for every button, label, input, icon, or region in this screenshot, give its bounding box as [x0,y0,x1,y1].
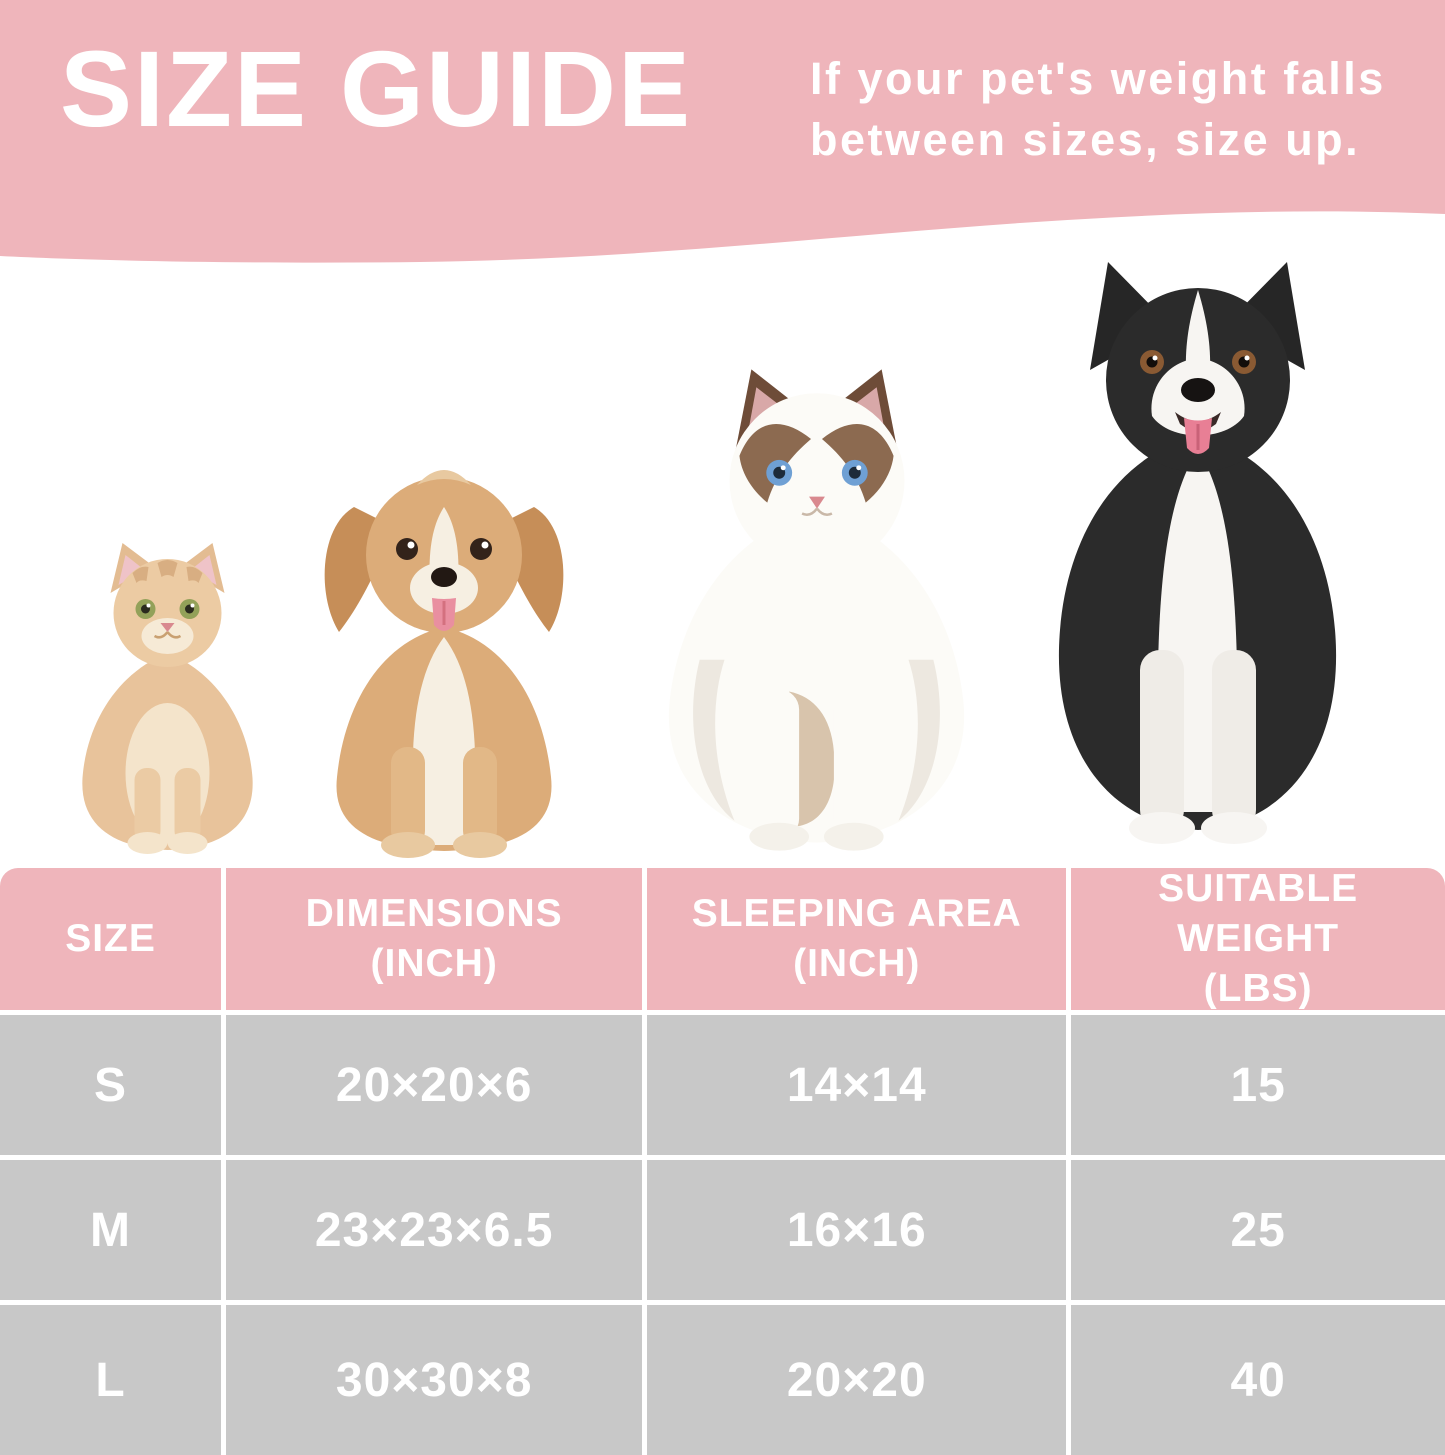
table-row-l-dimensions: 30×30×8 [226,1305,643,1455]
column-header-sleeping-area-title: SLEEPING AREA [691,892,1022,935]
table-row-l-sleeping-area: 20×20 [647,1305,1067,1455]
pink-wave-background [0,0,1445,263]
cream-cat-photo [62,533,273,858]
size-guide-table: SIZE DIMENSIONS (INCH) SLEEPING AREA (IN… [0,867,1445,1455]
size-up-note: If your pet's weight falls between sizes… [810,48,1386,170]
ragdoll-cat-image [668,369,965,851]
column-header-suitable-weight: SUITABLE WEIGHT (LBS) [1071,867,1445,1010]
column-header-size-title: SIZE [65,917,156,960]
table-row-s-sleeping-area: 14×14 [647,1015,1067,1155]
border-collie-image [1058,262,1337,844]
column-header-suitable-weight-title: SUITABLE WEIGHT [1158,867,1359,960]
column-header-dimensions-title: DIMENSIONS [305,892,563,935]
ragdoll-cat-photo [640,360,993,858]
table-row-m-size: M [0,1160,222,1300]
size-up-note-line2: between sizes, size up. [810,114,1361,165]
table-row-m-weight: 25 [1071,1160,1445,1300]
table-row-l-size: L [0,1305,222,1455]
table-row-s-size: S [0,1015,222,1155]
column-header-sleeping-area-unit: (INCH) [793,942,921,985]
column-header-dimensions-unit: (INCH) [370,942,498,985]
table-row-l-weight: 40 [1071,1305,1445,1455]
tan-puppy-image [324,470,564,858]
tan-puppy-photo [298,447,590,858]
column-header-dimensions: DIMENSIONS (INCH) [226,868,643,1010]
table-row-m-dimensions: 23×23×6.5 [226,1160,643,1300]
table-row-s-weight: 15 [1071,1015,1445,1155]
size-up-note-line1: If your pet's weight falls [810,53,1386,104]
column-header-suitable-weight-unit: (LBS) [1203,967,1313,1010]
column-header-size: SIZE [0,868,222,1010]
header-banner: SIZE GUIDE If your pet's weight falls be… [0,0,1445,270]
column-header-sleeping-area: SLEEPING AREA (INCH) [647,868,1067,1010]
page-title: SIZE GUIDE [60,28,693,149]
cream-cat-image [82,543,253,854]
table-row-s-dimensions: 20×20×6 [226,1015,643,1155]
table-row-m-sleeping-area: 16×16 [647,1160,1067,1300]
border-collie-photo [1030,250,1365,853]
